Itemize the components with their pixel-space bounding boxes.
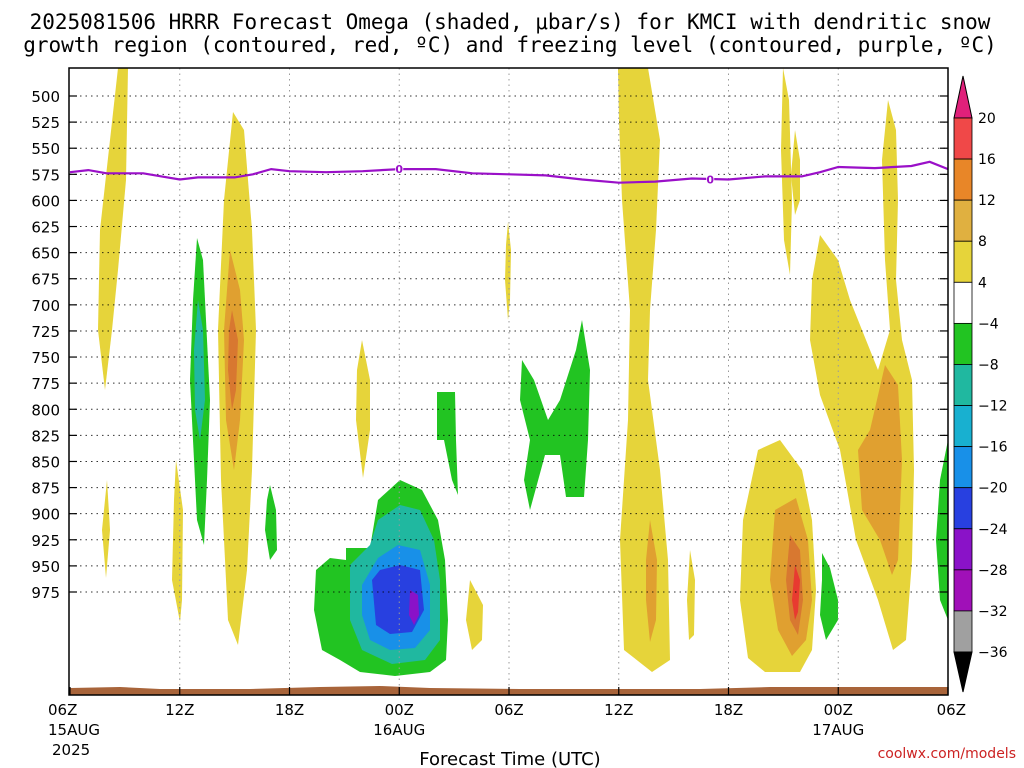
y-tick-label-525: 525 [31, 114, 60, 132]
omega-region-24 [520, 320, 590, 510]
colorbar-bottom-arrow [953, 651, 973, 693]
y-tick-label-625: 625 [31, 219, 60, 237]
colorbar-label-3: 8 [978, 234, 987, 250]
y-tick-label-650: 650 [31, 245, 60, 263]
omega-region-3 [172, 460, 183, 622]
colorbar-segment-13 [953, 610, 973, 653]
y-tick-label-925: 925 [31, 532, 60, 550]
y-tick-label-550: 550 [31, 140, 60, 158]
omega-region-27 [936, 440, 948, 620]
y-tick-label-775: 775 [31, 375, 60, 393]
omega-region-8 [618, 68, 670, 672]
colorbar-label-12: −32 [978, 604, 1008, 620]
omega-region-10 [781, 68, 792, 275]
chart-title-line2: growth region (contoured, red, ºC) and f… [23, 33, 997, 57]
colorbar-label-0: 20 [978, 111, 996, 127]
x-tick-date-42: 17AUG [812, 721, 864, 739]
colorbar-label-9: −20 [978, 481, 1008, 497]
colorbar-segment-6 [953, 322, 973, 365]
x-tick-date-0: 15AUG [48, 721, 100, 739]
omega-region-23 [437, 392, 458, 495]
y-tick-label-975: 975 [31, 584, 60, 602]
colorbar-segment-8 [953, 405, 973, 448]
y-tick-label-875: 875 [31, 480, 60, 498]
omega-region-26 [820, 553, 838, 640]
y-tick-label-750: 750 [31, 349, 60, 367]
grid-lines [69, 68, 948, 695]
colorbar-label-7: −12 [978, 399, 1008, 415]
colorbar-segment-11 [953, 528, 973, 571]
colorbar-segment-10 [953, 487, 973, 530]
omega-region-17 [858, 365, 902, 575]
omega-region-15 [646, 520, 657, 642]
x-tick-label-24: 06Z [494, 701, 523, 719]
colorbar-segment-2 [953, 158, 973, 201]
colorbar-label-1: 16 [978, 152, 996, 168]
colorbar-label-6: −8 [978, 357, 999, 373]
colorbar-segment-9 [953, 446, 973, 489]
y-tick-label-675: 675 [31, 271, 60, 289]
y-tick-label-800: 800 [31, 401, 60, 419]
credit-text: coolwx.com/models [878, 746, 1016, 762]
freezing-level-label-1: 0 [395, 163, 403, 176]
x-tick-label-18: 00Z [385, 701, 414, 719]
omega-region-22 [265, 485, 277, 560]
colorbar-label-5: −4 [978, 316, 999, 332]
x-tick-date-18: 16AUG [373, 721, 425, 739]
colorbar-segment-5 [953, 281, 973, 324]
y-tick-label-900: 900 [31, 506, 60, 524]
colorbar-label-13: −36 [978, 645, 1008, 661]
colorbar-top-arrow [953, 75, 973, 119]
x-tick-label-30: 12Z [604, 701, 633, 719]
colorbar-segment-12 [953, 569, 973, 612]
x-tick-year-0: 2025 [52, 741, 90, 759]
x-tick-label-48: 06Z [937, 701, 966, 719]
y-tick-label-825: 825 [31, 427, 60, 445]
chart-title-line1: 2025081506 HRRR Forecast Omega (shaded, … [30, 10, 991, 34]
y-axis: 500 525 550 575 600 625 650 675 700 725 750 775 800 8… [31, 88, 948, 602]
y-tick-label-575: 575 [31, 166, 60, 184]
freezing-level-label-text-1: 0 [395, 163, 403, 176]
omega-region-7 [505, 222, 511, 320]
omega-shading [98, 68, 948, 676]
omega-region-9 [687, 550, 695, 640]
y-tick-label-950: 950 [31, 558, 60, 576]
freezing-level-label-text-2: 0 [706, 174, 714, 187]
omega-region-18 [228, 310, 238, 410]
colorbar-segment-7 [953, 364, 973, 406]
y-tick-label-600: 600 [31, 192, 60, 210]
y-tick-label-725: 725 [31, 323, 60, 341]
colorbar-label-11: −28 [978, 563, 1008, 579]
omega-region-28 [194, 300, 205, 440]
omega-region-1 [98, 68, 128, 390]
y-tick-label-700: 700 [31, 297, 60, 315]
colorbar-label-8: −16 [978, 440, 1008, 456]
colorbar-segment-1 [953, 117, 973, 160]
omega-region-4 [102, 480, 110, 578]
colorbar-label-4: 4 [978, 275, 987, 291]
x-tick-label-0: 06Z [48, 701, 77, 719]
y-tick-label-500: 500 [31, 88, 60, 106]
x-axis-label: Forecast Time (UTC) [419, 749, 600, 768]
colorbar: 20 16 12 8 4 −4 −8 −12 −16 −20 −24 −28 −32 −36 [953, 75, 1008, 693]
omega-region-5 [356, 340, 370, 478]
x-tick-label-6: 12Z [165, 701, 194, 719]
x-axis: 06Z 15AUG 2025 12Z 18Z 00Z 16AUG 06Z 12Z 18Z 00Z 17… [48, 687, 966, 759]
omega-region-12 [791, 130, 800, 215]
x-tick-label-12: 18Z [275, 701, 304, 719]
freezing-level-contour: 00 [69, 160, 949, 187]
x-tick-label-42: 00Z [824, 701, 853, 719]
x-tick-label-36: 18Z [714, 701, 743, 719]
colorbar-label-10: −24 [978, 522, 1008, 538]
freezing-level-line [69, 160, 949, 184]
omega-region-32 [409, 590, 419, 625]
colorbar-segment-3 [953, 199, 973, 242]
y-tick-label-850: 850 [31, 453, 60, 471]
freezing-level-label-2: 0 [706, 173, 714, 187]
omega-region-6 [466, 580, 483, 650]
colorbar-segment-4 [953, 240, 973, 283]
colorbar-label-2: 12 [978, 193, 996, 209]
